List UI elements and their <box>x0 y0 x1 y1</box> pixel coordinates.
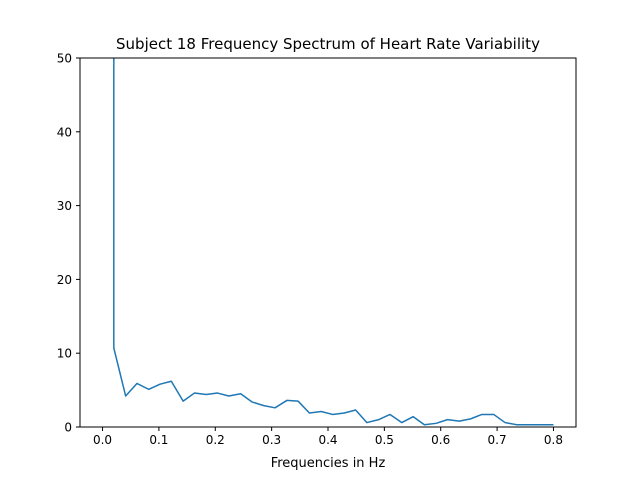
y-tick-label: 50 <box>57 52 72 66</box>
x-tick-label: 0.0 <box>93 433 112 447</box>
x-axis: 0.0 0.1 0.2 0.3 0.4 0.5 0.6 0.7 0.8 <box>93 427 563 447</box>
x-tick-label: 0.7 <box>488 433 507 447</box>
y-tick-label: 40 <box>57 125 72 139</box>
y-tick-label: 10 <box>57 347 72 361</box>
y-tick-label: 20 <box>57 273 72 287</box>
plot-area <box>113 58 554 426</box>
series-line-0 <box>113 58 554 426</box>
x-tick-label: 0.5 <box>375 433 394 447</box>
x-tick-label: 0.6 <box>431 433 450 447</box>
x-tick-label: 0.3 <box>262 433 281 447</box>
x-tick-label: 0.2 <box>206 433 225 447</box>
y-tick-label: 30 <box>57 199 72 213</box>
chart-title: Subject 18 Frequency Spectrum of Heart R… <box>116 35 540 53</box>
y-axis: 0 10 20 30 40 50 <box>57 52 80 435</box>
x-tick-label: 0.8 <box>544 433 563 447</box>
y-tick-label: 0 <box>64 421 72 435</box>
x-tick-label: 0.1 <box>149 433 168 447</box>
x-axis-label: Frequencies in Hz <box>271 456 386 471</box>
x-tick-label: 0.4 <box>318 433 337 447</box>
